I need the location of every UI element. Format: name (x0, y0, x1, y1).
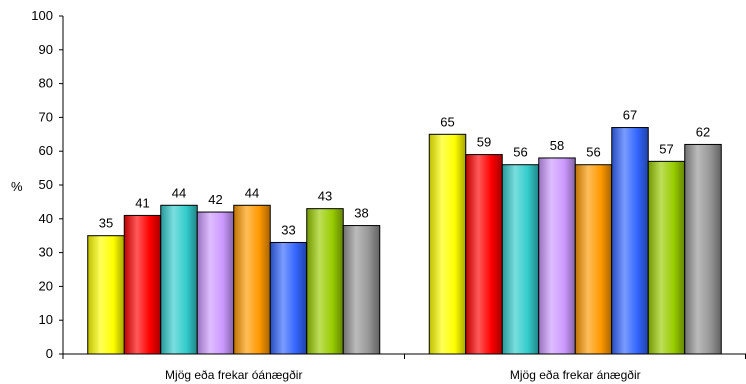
y-tick-label: 0 (46, 346, 53, 361)
data-label: 67 (623, 108, 637, 123)
x-axis-ticks: Mjög eða frekar óánægðir Mjög eða frekar … (62, 354, 746, 382)
bar (574, 164, 613, 355)
bar (428, 133, 467, 355)
bar (465, 154, 503, 355)
data-label: 56 (513, 145, 527, 160)
bar (647, 160, 686, 355)
bar (160, 204, 198, 355)
y-tick-label: 40 (39, 211, 53, 226)
x-tick-label: Mjög eða frekar óánægðir (165, 368, 302, 382)
bar (123, 214, 162, 355)
bar (501, 164, 540, 355)
data-label: 44 (172, 185, 186, 200)
y-tick-label: 100 (31, 8, 53, 23)
bar (196, 211, 235, 355)
x-tick-label: Mjög eða frekar ánægðir (510, 368, 641, 382)
data-label: 35 (99, 216, 113, 231)
y-tick-label: 10 (39, 312, 53, 327)
bar (684, 143, 722, 355)
data-label: 58 (550, 138, 564, 153)
bar (342, 225, 381, 355)
y-tick-label: 50 (39, 177, 53, 192)
data-label: 65 (440, 114, 454, 129)
data-label: 56 (586, 145, 600, 160)
data-label: 41 (135, 195, 149, 210)
y-tick-label: 30 (39, 245, 53, 260)
data-label: 33 (281, 222, 295, 237)
bar (538, 157, 576, 355)
data-labels: 35 41 44 42 44 33 43 38 65 59 56 58 56 67 57 62 (99, 108, 710, 238)
data-label: 44 (245, 185, 259, 200)
data-label: 59 (477, 135, 491, 150)
bar (87, 235, 125, 355)
data-label: 57 (659, 141, 673, 156)
data-label: 43 (318, 189, 332, 204)
bar (306, 208, 344, 355)
y-axis-title: % (11, 179, 23, 194)
y-tick-label: 80 (39, 76, 53, 91)
bars (87, 127, 722, 355)
y-tick-label: 90 (39, 42, 53, 57)
data-label: 38 (354, 206, 368, 221)
y-tick-label: 20 (39, 278, 53, 293)
bar (269, 241, 308, 355)
y-axis-ticks: 0 10 20 30 40 50 60 70 80 90 100 (31, 8, 63, 361)
data-label: 62 (696, 124, 710, 139)
bar (611, 127, 649, 355)
data-label: 42 (208, 192, 222, 207)
y-tick-label: 70 (39, 109, 53, 124)
bar (233, 204, 271, 355)
y-tick-label: 60 (39, 143, 53, 158)
